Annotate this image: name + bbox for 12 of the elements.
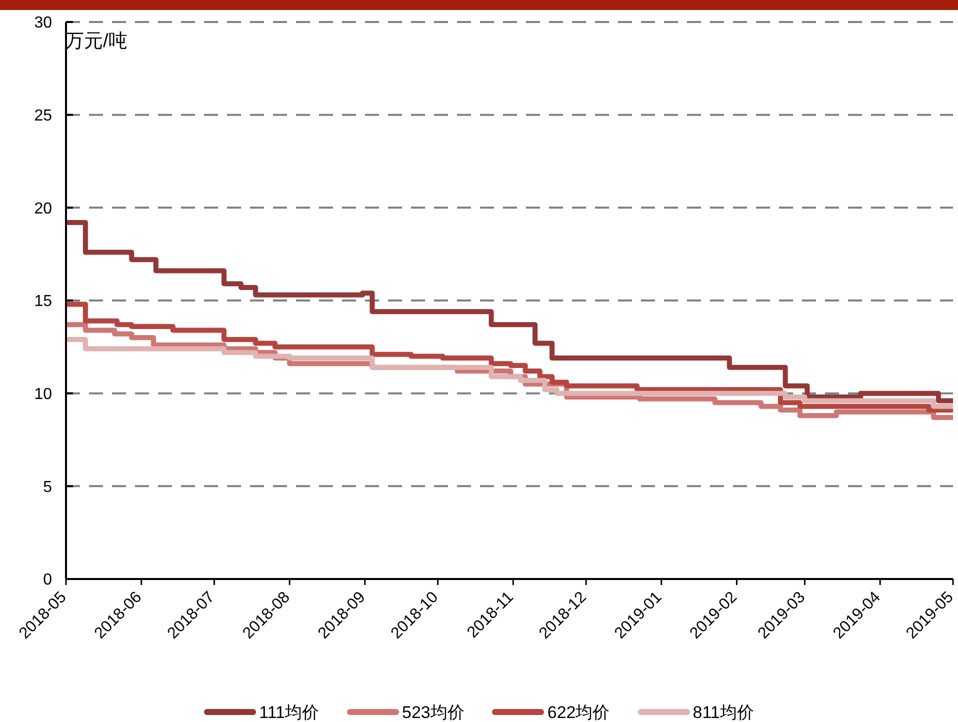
y-tick-label: 5: [43, 478, 52, 496]
y-tick-label: 15: [34, 293, 52, 310]
y-axis-title: 万元/吨: [65, 31, 128, 53]
y-tick-label: 20: [34, 200, 52, 218]
legend-label: 622均价: [547, 702, 610, 722]
y-tick-label: 0: [43, 572, 52, 589]
y-tick-label: 25: [34, 108, 52, 125]
legend-label: 523均价: [402, 702, 464, 722]
legend-label: 811均价: [692, 702, 754, 722]
y-tick-label: 30: [34, 14, 52, 32]
legend-label: 111均价: [259, 702, 319, 722]
y-tick-label: 10: [34, 386, 52, 404]
